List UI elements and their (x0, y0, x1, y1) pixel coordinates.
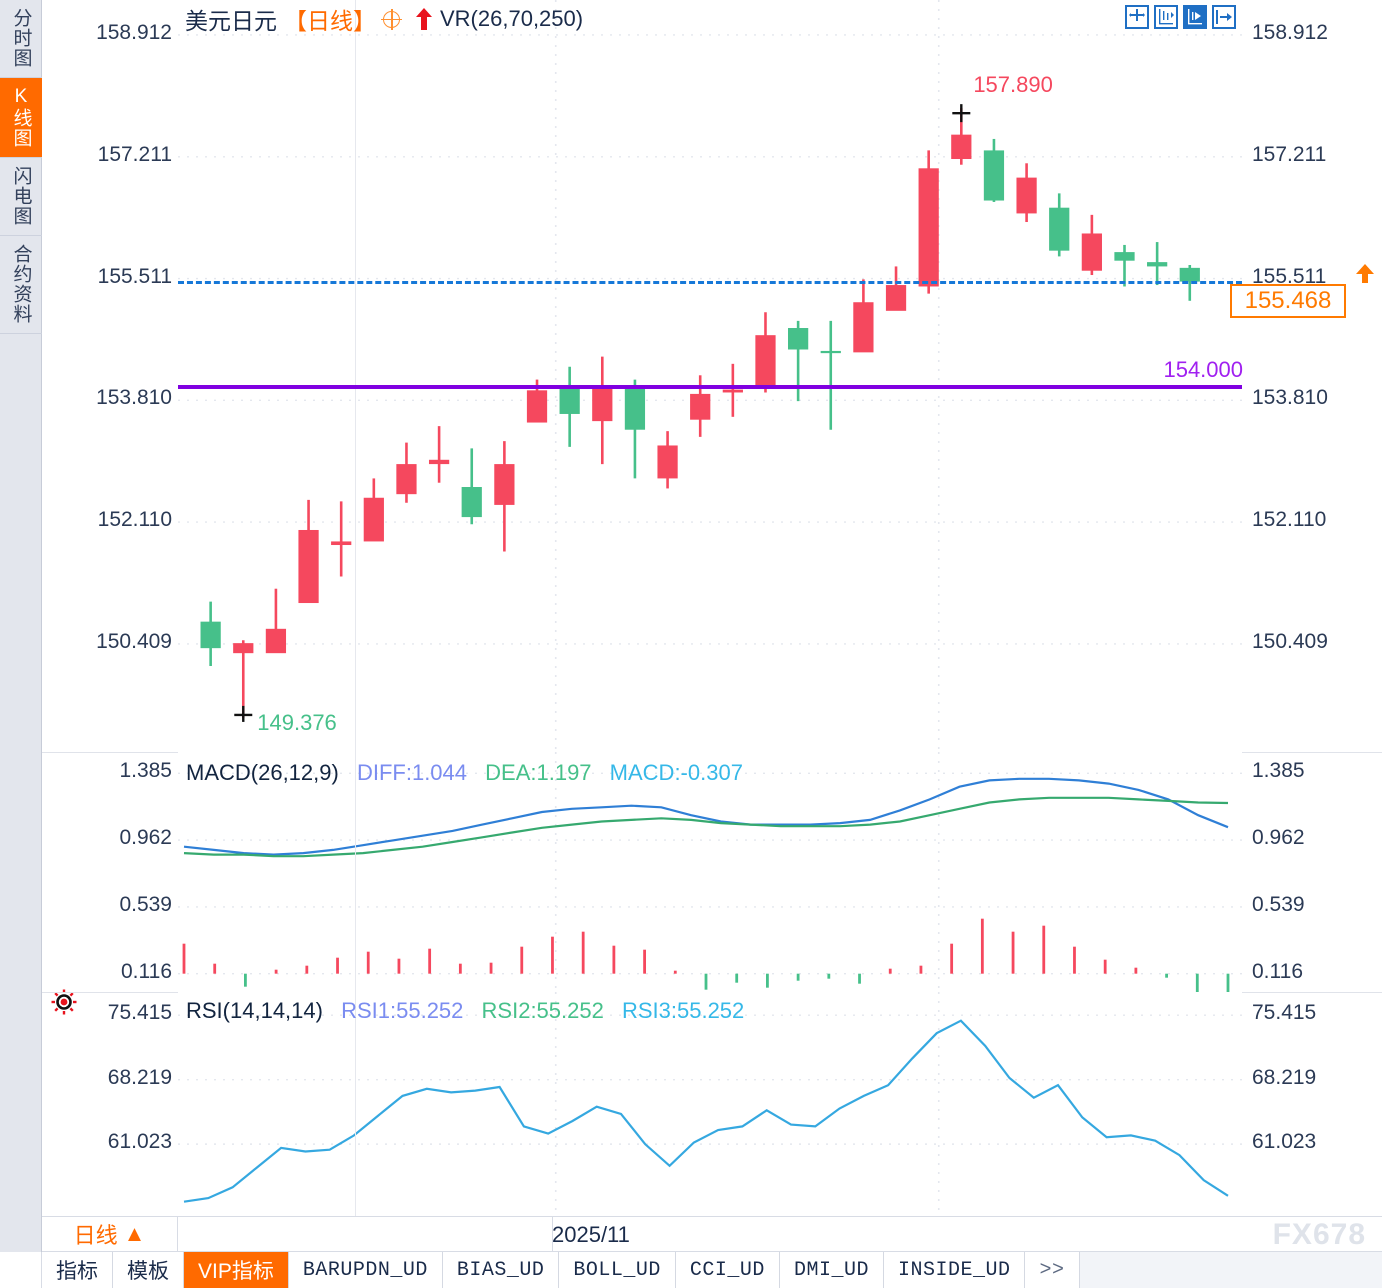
red-up-arrow-icon (415, 8, 433, 30)
tab-dmi-ud[interactable]: DMI_UD (779, 1252, 884, 1288)
sun-settings-icon[interactable] (50, 988, 78, 1016)
horizontal-price-line[interactable] (178, 384, 1242, 389)
date-axis-bar (42, 1216, 1382, 1252)
macd-macd-value: MACD:-0.307 (609, 760, 743, 785)
move-crosshair-icon[interactable] (1125, 5, 1149, 29)
price-tick-right: 155.511 (1252, 264, 1327, 288)
horizontal-line-label: 154.000 (1163, 356, 1243, 382)
price-tick-left: 150.409 (96, 629, 172, 653)
triangle-up-icon: ▲ (123, 1221, 146, 1246)
macd-tick-left: 0.962 (119, 826, 172, 850)
macd-tick-left: 1.385 (119, 759, 172, 783)
rsi-chart-panel[interactable] (178, 992, 1242, 1216)
price-tick-right: 153.810 (1252, 386, 1328, 410)
rsi2-value: RSI2:55.252 (481, 998, 604, 1023)
rsi-axis-left-line (355, 992, 356, 1216)
macd-chart-panel[interactable] (178, 752, 1242, 992)
period-selector-button[interactable]: 日线 ▲ (42, 1216, 178, 1252)
crosshair-circle-icon[interactable] (381, 8, 402, 30)
low-price-label: 149.376 (257, 709, 337, 735)
rsi-canvas (178, 992, 1242, 1216)
price-tick-left: 153.810 (96, 386, 172, 410)
tab-barupdn-ud[interactable]: BARUPDN_UD (288, 1252, 443, 1288)
sidebar-item-lightning-label: 闪电图 (10, 166, 32, 226)
price-tick-left: 157.211 (97, 142, 172, 166)
price-tick-left: 155.511 (97, 264, 172, 288)
macd-diff-value: DIFF:1.044 (356, 760, 468, 785)
left-sidebar: 分时图 K线图闪电图合约资料 (0, 0, 42, 1252)
chart-play-icon[interactable] (1183, 5, 1207, 29)
macd-tick-right: 1.385 (1252, 759, 1305, 783)
period-tag: 【日线】 (284, 8, 376, 34)
macd-title: MACD(26,12,9) (186, 760, 339, 785)
orange-up-arrow-icon (1355, 263, 1375, 285)
macd-dea-value: DEA:1.197 (485, 760, 592, 785)
rsi-title-row: RSI(14,14,14) RSI1:55.252 RSI2:55.252 RS… (186, 998, 744, 1024)
rsi-tick-left: 68.219 (107, 1065, 172, 1089)
period-selector-label: 日线 (73, 1223, 118, 1248)
tab-indicators[interactable]: 指标 (42, 1252, 113, 1288)
date-tick-label: 2025/11 (552, 1222, 630, 1247)
tab-bias-ud[interactable]: BIAS_UD (442, 1252, 560, 1288)
vr-indicator-label: VR(26,70,250) (440, 6, 584, 31)
price-chart-panel[interactable] (178, 0, 1242, 752)
macd-tick-right: 0.116 (1252, 959, 1303, 983)
sidebar-item-lightning[interactable]: 闪电图 (0, 158, 42, 236)
macd-tick-left: 0.539 (119, 892, 172, 916)
sidebar-item-candlestick[interactable]: K线图 (0, 78, 42, 158)
macd-title-row: MACD(26,12,9) DIFF:1.044 DEA:1.197 MACD:… (186, 760, 743, 786)
rsi-tick-left: 75.415 (107, 1001, 172, 1025)
macd-tick-right: 0.539 (1252, 892, 1305, 916)
rsi3-value: RSI3:55.252 (621, 998, 745, 1023)
rsi-tick-left: 61.023 (107, 1130, 172, 1154)
price-axis-left-line (355, 0, 356, 752)
tab-inside-ud[interactable]: INSIDE_UD (883, 1252, 1026, 1288)
tab-boll-ud[interactable]: BOLL_UD (559, 1252, 676, 1288)
tab-more[interactable]: >> (1025, 1252, 1080, 1288)
symbol-name: 美元日元 (185, 8, 277, 34)
macd-canvas (178, 752, 1242, 992)
macd-tick-right: 0.962 (1252, 826, 1305, 850)
sidebar-item-timeline[interactable]: 分时图 (0, 0, 42, 78)
candlestick-canvas (178, 0, 1242, 752)
rsi-tick-right: 68.219 (1252, 1065, 1317, 1089)
rsi-title: RSI(14,14,14) (186, 998, 323, 1023)
bottom-tab-bar: 指标 模板 VIP指标 BARUPDN_UD BIAS_UD BOLL_UD CCI_UD D… (0, 1252, 1382, 1288)
price-tick-right: 152.110 (1252, 508, 1327, 532)
sidebar-item-timeline-label: 分时图 (10, 8, 32, 68)
sidebar-item-candlestick-label: K线图 (10, 86, 32, 148)
rsi-tick-right: 75.415 (1252, 1001, 1317, 1025)
tab-vip[interactable]: VIP指标 (184, 1252, 289, 1288)
macd-tick-left: 0.116 (121, 959, 172, 983)
macd-axis-left-line (355, 752, 356, 992)
date-tick-line (552, 1216, 553, 1252)
sidebar-item-contract-info[interactable]: 合约资料 (0, 236, 42, 334)
tabbar-spacer (0, 1252, 42, 1288)
chart-scale-icon[interactable] (1154, 5, 1178, 29)
last-close-dashed-line (178, 280, 1242, 284)
jump-to-latest-icon[interactable] (1212, 5, 1236, 29)
price-tick-left: 152.110 (97, 508, 172, 532)
high-price-label: 157.890 (973, 72, 1053, 98)
current-price-tag: 155.468 (1230, 283, 1346, 318)
rsi1-value: RSI1:55.252 (341, 998, 464, 1023)
price-tick-right: 150.409 (1252, 629, 1328, 653)
tab-cci-ud[interactable]: CCI_UD (675, 1252, 780, 1288)
tab-templates[interactable]: 模板 (113, 1252, 184, 1288)
chart-toolbar (1125, 5, 1236, 29)
watermark: FX678 (1272, 1218, 1366, 1251)
chart-header: 美元日元 【日线】 VR(26,70,250) (185, 4, 583, 34)
price-tick-left: 158.912 (96, 20, 172, 44)
price-tick-right: 157.211 (1252, 142, 1327, 166)
rsi-tick-right: 61.023 (1252, 1130, 1317, 1154)
sidebar-item-contract-info-label: 合约资料 (10, 244, 32, 324)
price-tick-right: 158.912 (1252, 20, 1328, 44)
